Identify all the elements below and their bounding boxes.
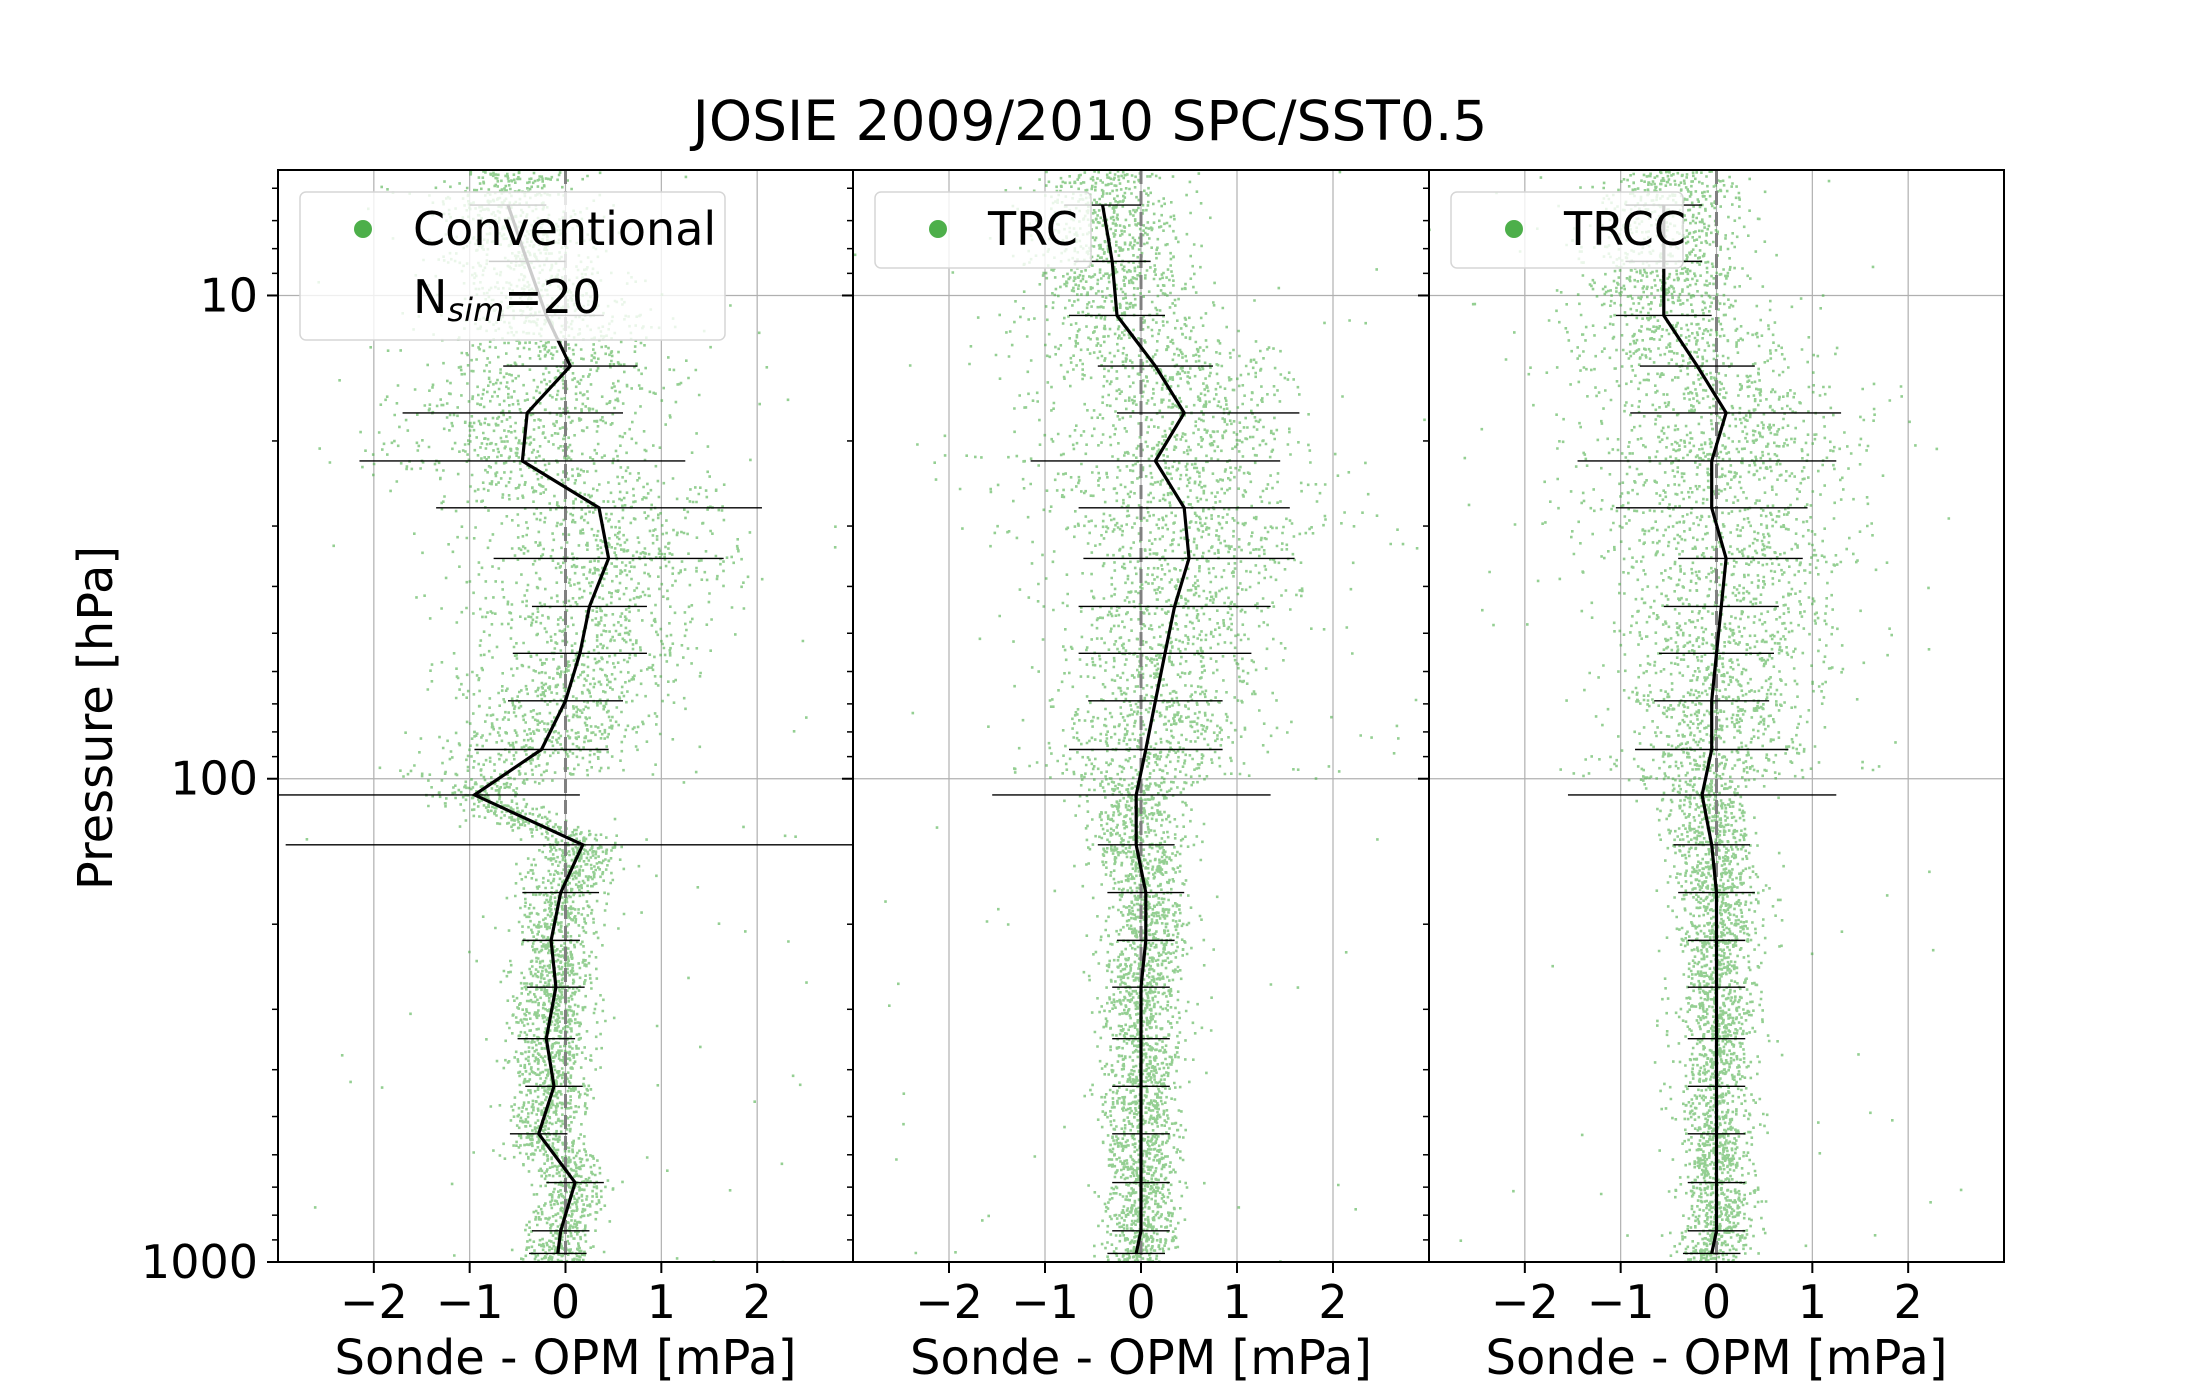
y-tick-label: 100 [170, 752, 258, 806]
legend-box [1450, 191, 1684, 269]
mean-profile-line [471, 204, 611, 1254]
x-tick-label: 0 [1126, 1275, 1155, 1329]
x-tick-label: −1 [1587, 1275, 1655, 1329]
legend-label: TRC [987, 202, 1078, 256]
y-tick-label: 10 [199, 268, 258, 322]
legend-box [874, 191, 1092, 269]
chart-title: JOSIE 2009/2010 SPC/SST0.5 [690, 89, 1488, 153]
x-tick-label: 2 [743, 1275, 772, 1329]
x-tick-label: 0 [1702, 1275, 1731, 1329]
scatter-points [305, 170, 853, 1262]
legend: Conventional Nsim=20 [299, 191, 726, 341]
x-tick-label: 0 [551, 1275, 580, 1329]
legend-marker [354, 220, 372, 238]
x-tick-label: 1 [1222, 1275, 1251, 1329]
scatter-point-cloud [305, 170, 853, 1262]
legend-nsim-label: Nsim=20 [413, 270, 601, 329]
x-tick-label: −1 [436, 1275, 504, 1329]
legend-marker [929, 220, 947, 238]
legend: TRC [874, 191, 1092, 269]
x-tick-label: 2 [1894, 1275, 1923, 1329]
x-tick-label: −2 [340, 1275, 408, 1329]
x-tick-label: −2 [915, 1275, 983, 1329]
x-axis-label: Sonde - OPM [mPa] [1486, 1330, 1948, 1386]
x-tick-label: 1 [1798, 1275, 1827, 1329]
legend-label: Conventional [413, 202, 716, 256]
legend-marker [1505, 220, 1523, 238]
scatter-points [1429, 170, 1963, 1262]
x-axis-label: Sonde - OPM [mPa] [335, 1330, 797, 1386]
legend-box [299, 191, 726, 341]
scatter-point-cloud [1429, 170, 1963, 1262]
y-tick-label: 1000 [141, 1235, 258, 1289]
mean-profile-line [1101, 204, 1191, 1254]
x-tick-label: −1 [1011, 1275, 1079, 1329]
x-tick-label: 1 [647, 1275, 676, 1329]
y-axis-label: Pressure [hPa] [68, 546, 124, 890]
x-tick-label: 2 [1318, 1275, 1347, 1329]
x-axis-label: Sonde - OPM [mPa] [910, 1330, 1372, 1386]
mean-profile-line [1662, 205, 1728, 1254]
legend-label: TRCC [1563, 202, 1686, 256]
x-tick-label: −2 [1491, 1275, 1559, 1329]
legend: TRCC [1450, 191, 1686, 269]
